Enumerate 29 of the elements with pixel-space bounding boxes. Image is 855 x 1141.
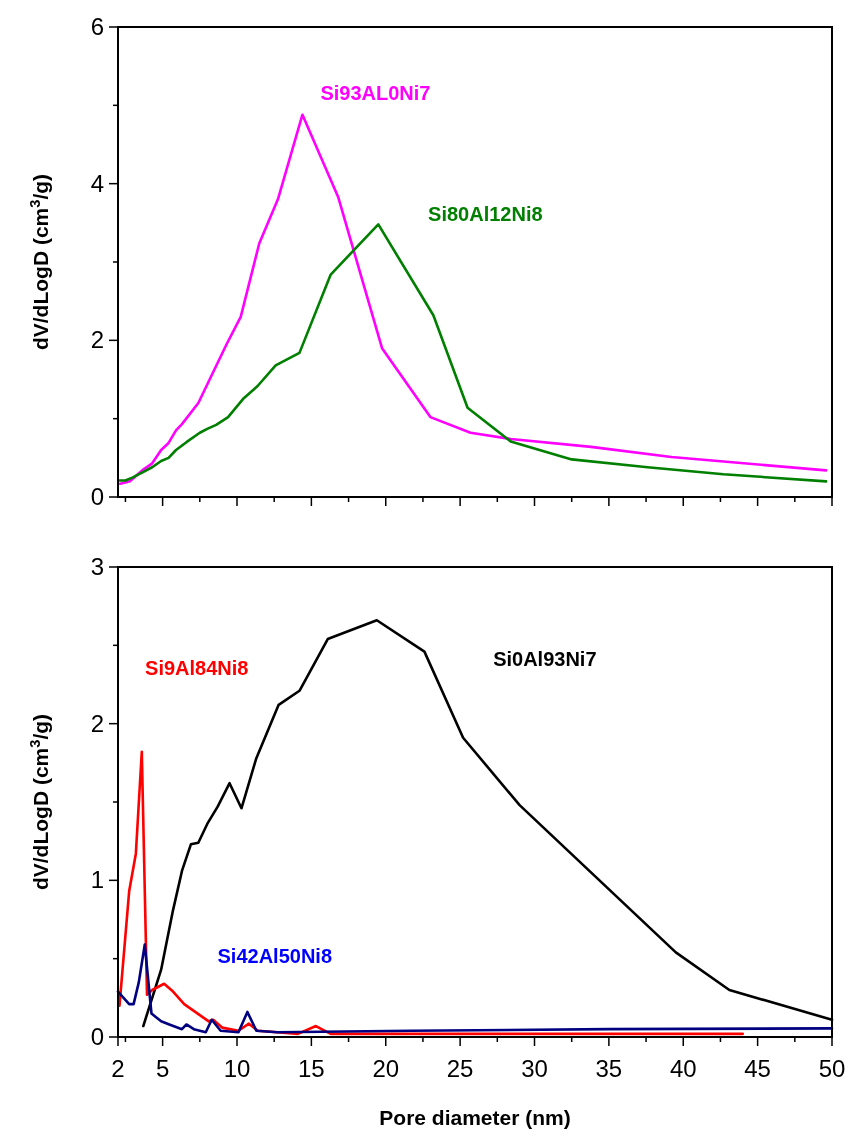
text: Si9Al84Ni8 [145,656,249,679]
x-tick-label: 10 [223,1055,251,1082]
y-tick-label: 0 [90,1023,104,1050]
x-tick-label: 25 [446,1055,474,1082]
x-tick-label: 45 [744,1055,771,1082]
x-tick-label: 5 [155,1055,170,1082]
line-series [118,113,828,485]
x-tick-label: 40 [669,1055,697,1082]
y-tick-label: 0 [90,483,104,510]
x-tick-label: 35 [595,1055,623,1082]
x-tick-label: 20 [372,1055,400,1082]
x-tick-label: 2 [111,1055,125,1082]
x-axis-title: Pore diameter (nm) [379,1106,571,1129]
y-tick-label: 1 [90,866,104,894]
text: Si42Al50Ni8 [217,944,333,967]
x-tick-label: 50 [818,1055,846,1082]
series-label: Si93AL0Ni7 [320,81,431,104]
y-tick-label: 2 [90,326,104,354]
text: Si80Al12Ni8 [428,203,543,226]
line-series [118,223,828,483]
x-tick-label: 30 [521,1055,548,1082]
y-tick-label: 4 [90,169,104,197]
y-tick-label: 3 [90,553,104,580]
text: Si0Al93Ni7 [493,648,597,671]
x-tick-label: 15 [298,1055,325,1082]
y-tick-label: 2 [90,709,104,737]
line-series [118,750,745,1036]
line-series [116,943,834,1034]
y-tick-label: 6 [90,13,104,40]
